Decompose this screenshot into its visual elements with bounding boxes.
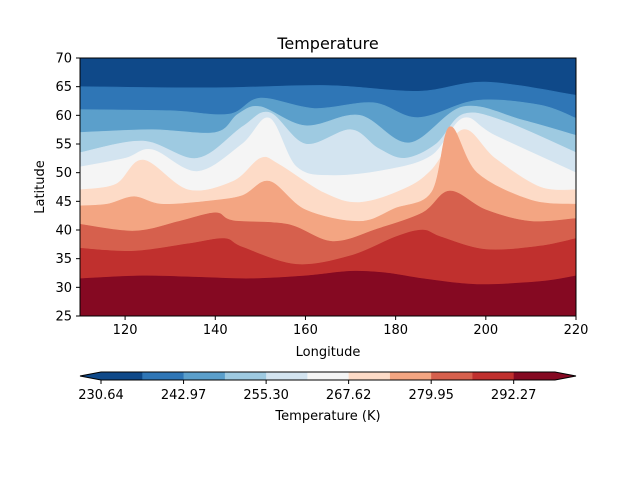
y-tick-label-60: 60 <box>55 109 72 124</box>
contour-band-10 <box>80 270 576 316</box>
colorbar: 230.64 242.97 255.30 267.62 279.95 292.27 <box>78 371 577 403</box>
x-axis: 120 140 160 180 200 220 <box>113 316 589 338</box>
x-tick-label-180: 180 <box>383 323 408 338</box>
colorbar-swatch-3 <box>224 372 267 380</box>
colorbar-tick-label-242.97: 242.97 <box>161 388 207 403</box>
colorbar-tick-label-267.62: 267.62 <box>326 388 372 403</box>
x-tick-label-200: 200 <box>473 323 498 338</box>
y-tick-label-55: 55 <box>55 138 72 153</box>
colorbar-swatch-10 <box>513 372 556 380</box>
colorbar-swatch-6 <box>348 372 391 380</box>
x-tick-label-220: 220 <box>564 323 589 338</box>
x-tick-label-160: 160 <box>293 323 318 338</box>
colorbar-tick-label-292.27: 292.27 <box>491 388 537 403</box>
colorbar-swatch-2 <box>183 372 226 380</box>
y-tick-label-65: 65 <box>55 80 72 95</box>
colorbar-swatch-8 <box>431 372 473 380</box>
plot-area <box>80 58 576 316</box>
plot-frame <box>79 57 577 317</box>
colorbar-swatch-1 <box>142 372 184 380</box>
colorbar-swatch-7 <box>389 372 432 380</box>
x-tick-label-140: 140 <box>203 323 228 338</box>
x-tick-label-120: 120 <box>113 323 138 338</box>
colorbar-swatch-5 <box>307 372 350 380</box>
y-tick-label-25: 25 <box>55 310 72 325</box>
y-axis: 25 30 35 40 45 50 55 60 65 70 <box>55 52 80 325</box>
colorbar-swatch-9 <box>472 372 515 380</box>
colorbar-swatch-0 <box>101 372 143 380</box>
colorbar-tick-label-279.95: 279.95 <box>408 388 454 403</box>
x-axis-label: Longitude <box>296 345 361 360</box>
y-tick-label-35: 35 <box>55 252 72 267</box>
y-tick-label-70: 70 <box>55 52 72 67</box>
y-tick-label-45: 45 <box>55 195 72 210</box>
colorbar-label: Temperature (K) <box>274 409 380 424</box>
y-tick-label-30: 30 <box>55 281 72 296</box>
y-tick-label-40: 40 <box>55 224 72 239</box>
colorbar-tick-label-255.30: 255.30 <box>243 388 289 403</box>
colorbar-extend-high <box>555 372 576 380</box>
colorbar-tick-label-230.64: 230.64 <box>78 388 124 403</box>
y-tick-label-50: 50 <box>55 166 72 181</box>
y-axis-label: Latitude <box>33 160 48 214</box>
chart-title: Temperature <box>276 34 378 53</box>
colorbar-swatch-4 <box>266 372 308 380</box>
colorbar-extend-low <box>80 372 101 380</box>
